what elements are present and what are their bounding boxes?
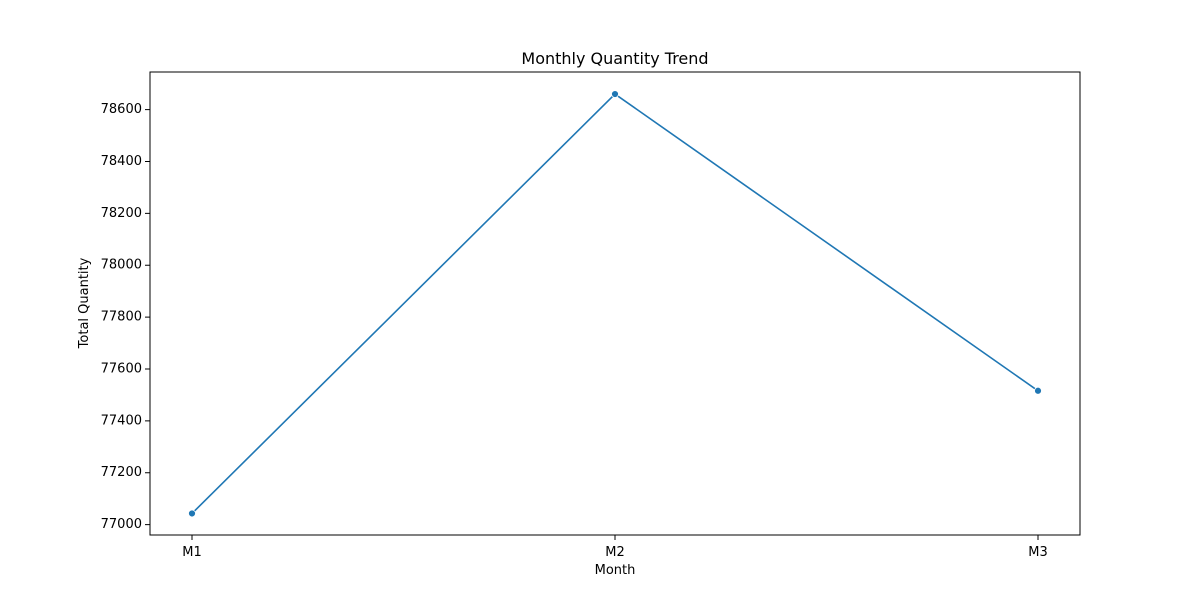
- series-line: [191, 93, 1039, 515]
- data-point: [1034, 386, 1042, 395]
- y-tick-label: 77600: [101, 361, 142, 376]
- y-tick-label: 77000: [101, 517, 142, 532]
- y-tick-label: 78600: [101, 102, 142, 117]
- x-tick-label: M1: [182, 545, 202, 560]
- chart-title: Monthly Quantity Trend: [521, 49, 708, 68]
- data-point: [188, 509, 196, 518]
- y-tick-label: 77200: [101, 465, 142, 480]
- y-tick-label: 78200: [101, 206, 142, 221]
- y-axis: 77000 77200 77400 77600 77800 78000 78200 78400…: [101, 102, 150, 532]
- plot-area-frame: [149, 71, 1081, 536]
- data-point: [611, 90, 619, 98]
- y-tick-label: 78400: [101, 154, 142, 169]
- series-layer: [188, 90, 1042, 518]
- y-tick-label: 78000: [101, 258, 142, 273]
- x-tick-label: M2: [605, 545, 625, 560]
- x-axis-label: Month: [595, 563, 636, 578]
- x-tick-label: M3: [1028, 545, 1048, 560]
- x-axis: M1 M2 M3: [182, 535, 1048, 560]
- y-axis-label: Total Quantity: [77, 257, 92, 349]
- y-tick-label: 77800: [101, 310, 142, 325]
- y-tick-label: 77400: [101, 413, 142, 428]
